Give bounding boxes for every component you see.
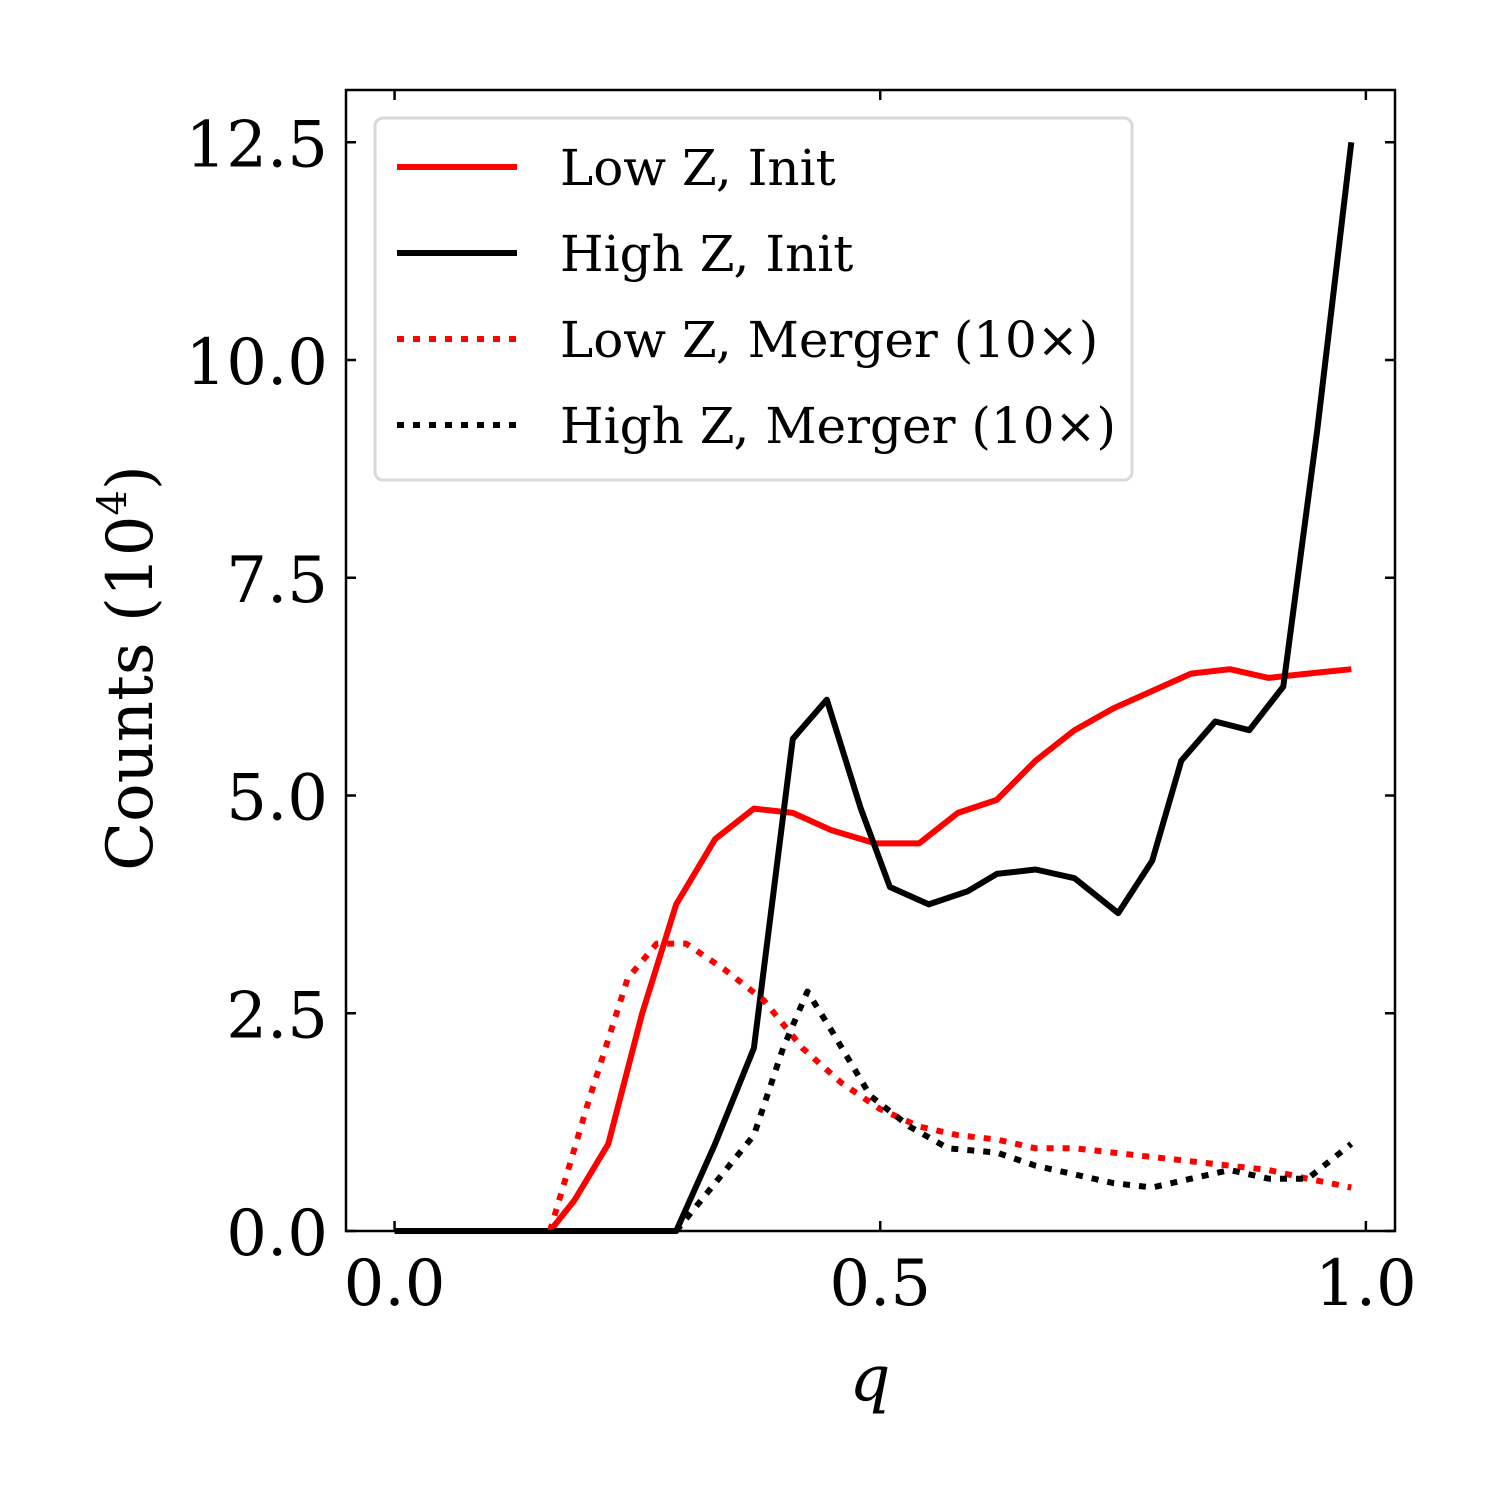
series-line-3 [547,940,1352,1232]
legend-label-1: Low Z, Init [560,139,836,197]
y-axis-title-superscript: 4 [90,490,136,515]
y-tick-label: 12.5 [186,108,329,182]
series-line-2 [394,141,1355,1234]
plot-frame [344,88,1397,1233]
legend-label-3: Low Z, Merger (10×) [560,311,1098,369]
y-axis-title-main: Counts (10 [94,516,168,871]
y-tick-label: 10.0 [186,326,329,400]
x-tick-label: 0.0 [344,1247,446,1321]
y-tick-label: 0.0 [226,1197,328,1271]
legend: Low Z, Init High Z, Init Low Z, Merger (10… [373,116,1134,482]
legend-box [373,116,1134,482]
y-axis-title: Counts (104) [90,465,168,871]
y-tick-label: 2.5 [226,979,328,1053]
x-tick-label: 0.5 [829,1247,931,1321]
x-tick-label: 1.0 [1315,1247,1417,1321]
y-axis-title-close: ) [94,465,168,490]
y-tick-label: 5.0 [226,762,328,836]
ticks-layer: 0.0 0.5 1.0 0.0 2.5 5.0 7.5 10.0 12.5 [186,90,1417,1321]
legend-label-4: High Z, Merger (10×) [560,397,1116,455]
legend-items: Low Z, Init High Z, Init Low Z, Merger (10… [397,139,1116,455]
x-axis-title: q [850,1342,891,1416]
y-tick-label: 7.5 [226,544,328,618]
legend-label-2: High Z, Init [560,225,853,283]
